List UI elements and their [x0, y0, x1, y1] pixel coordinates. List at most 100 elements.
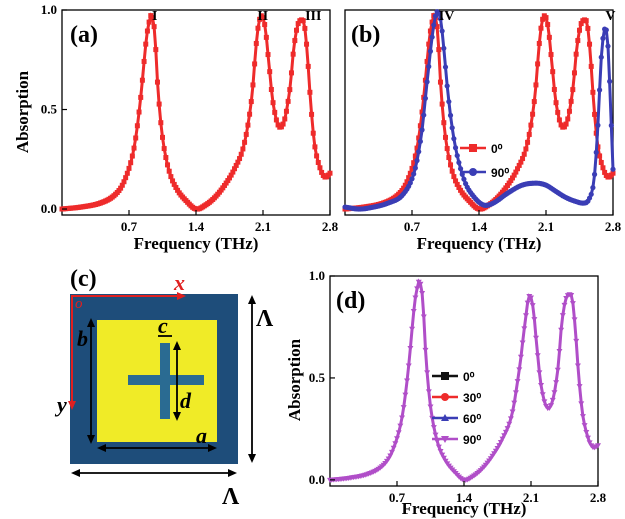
a-point	[243, 131, 249, 137]
d-point	[573, 338, 580, 344]
b-point	[536, 40, 542, 46]
d-point	[556, 348, 563, 354]
d-point	[528, 295, 534, 301]
d-point	[559, 313, 566, 319]
a-point	[166, 168, 172, 174]
d-point	[430, 425, 437, 431]
b-point	[461, 176, 467, 182]
b-point	[453, 178, 459, 184]
d-point	[586, 440, 593, 446]
b-point	[602, 169, 608, 175]
b-point	[513, 169, 519, 175]
a-point	[171, 181, 177, 187]
d-point	[549, 397, 556, 403]
a-point	[247, 111, 253, 117]
d-xtick-label: 0.7	[389, 490, 406, 505]
b-point	[556, 117, 562, 123]
b-point	[404, 179, 410, 185]
b-point	[563, 121, 569, 127]
d-point	[424, 370, 431, 376]
period-bottom-arrow-right	[228, 469, 237, 477]
b-xtick-label: 0.7	[404, 219, 421, 234]
b-point	[444, 146, 450, 152]
d-point	[558, 327, 565, 333]
d-ytick-label: 1.0	[309, 268, 325, 283]
b-point	[451, 174, 457, 180]
x-axis-arrowhead	[177, 292, 186, 300]
a-point	[128, 160, 134, 166]
d-point	[394, 436, 400, 442]
b-point	[442, 64, 449, 70]
b-point	[437, 16, 444, 22]
a-point	[133, 135, 139, 141]
dimension-a-label: a	[196, 423, 207, 448]
a-point	[263, 34, 269, 40]
b-point	[421, 112, 427, 118]
a-point	[232, 166, 238, 172]
b-point	[528, 122, 534, 128]
a-point	[227, 175, 232, 181]
legend-d-label: 30⁰	[463, 391, 481, 405]
b-point	[520, 156, 526, 162]
b-point	[573, 51, 579, 57]
a-point	[268, 87, 274, 93]
a-point	[126, 165, 132, 171]
a-point	[138, 94, 144, 100]
chart-d: 0.7 1.4 2.1 2.8 0.0 0.5 1.0 (d) Frequency (THz…	[285, 268, 607, 518]
b-point	[571, 70, 577, 76]
b-point	[424, 79, 430, 85]
b-point	[521, 151, 527, 157]
b-point	[587, 41, 593, 47]
b-point	[578, 21, 584, 27]
a-point	[233, 162, 239, 168]
d-point	[553, 380, 560, 386]
d-ytick-label: 0.0	[309, 472, 325, 487]
b-point	[568, 98, 574, 104]
dimension-b-arrow-top	[87, 318, 95, 327]
b-point	[590, 89, 596, 95]
a-point	[252, 61, 258, 67]
a-point	[158, 120, 164, 126]
a-point	[151, 24, 157, 30]
period-bottom-label: Λ	[222, 484, 240, 510]
d-ytick-label: 0.5	[309, 370, 326, 385]
d-xtick-label: 1.4	[456, 490, 473, 505]
d-point	[432, 432, 439, 438]
d-point	[524, 300, 531, 306]
a-point	[272, 109, 278, 115]
b-point	[436, 10, 442, 16]
b-point	[436, 47, 442, 53]
a-point	[255, 25, 261, 31]
a-point	[242, 139, 248, 145]
d-point	[512, 390, 519, 396]
d-point	[595, 443, 601, 449]
b-point	[608, 122, 614, 129]
period-right-arrow-top	[248, 295, 256, 304]
d-point	[395, 430, 402, 436]
a-point	[260, 15, 266, 21]
b-point	[449, 168, 455, 174]
b-point	[411, 171, 417, 177]
d-xtick-label: 2.1	[523, 490, 539, 505]
b-point	[516, 162, 522, 168]
a-point	[228, 172, 234, 178]
a-point	[310, 130, 316, 136]
a-point	[143, 41, 149, 47]
b-xtick-label: 2.1	[538, 219, 554, 234]
a-point	[225, 178, 231, 184]
b-point	[548, 52, 554, 58]
a-point	[314, 153, 320, 159]
a-point	[300, 18, 306, 24]
a-point	[312, 144, 318, 150]
b-point	[427, 48, 434, 54]
a-point	[278, 124, 284, 130]
b-point	[429, 19, 435, 25]
a-point	[280, 121, 286, 127]
d-point	[579, 414, 586, 420]
b-point	[531, 99, 537, 105]
b-point	[597, 153, 603, 159]
b-point	[416, 135, 422, 141]
b-xtick-label: 2.8	[605, 219, 622, 234]
d-point	[568, 293, 575, 299]
a-series-line	[61, 12, 332, 211]
